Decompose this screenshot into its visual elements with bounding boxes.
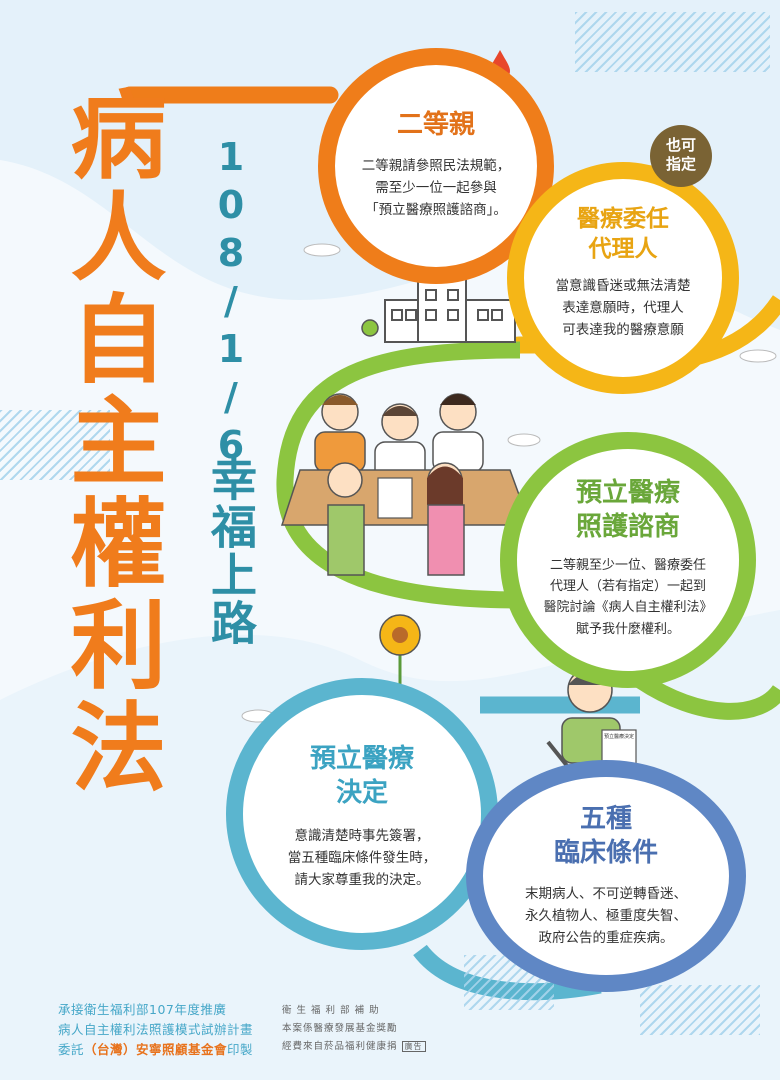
hatch-decor [575, 12, 770, 72]
five-clinical-conditions-circle: 五種 臨床條件 末期病人、不可逆轉昏迷、 永久植物人、極重度失智、 政府公告的重… [466, 760, 746, 992]
main-title: 病人自主權利法 [54, 85, 166, 799]
circle-title: 五種 臨床條件 [553, 804, 658, 868]
footer-credits-right: 衛 生 福 利 部 補 助 本案係醫療發展基金獎勵 經費來自菸品福利健康捐 廣告 [282, 1002, 426, 1056]
advance-decision-circle: 預立醫療 決定 意識清楚時事先簽署， 當五種臨床條件發生時， 請大家尊重我的決定… [226, 678, 498, 950]
document-label: 預立醫療決定 [604, 734, 635, 740]
footer-credits-left: 承接衛生福利部107年度推廣 病人自主權利法照護模式試辦計畫 委託（台灣）安寧照… [58, 1002, 254, 1057]
circle-body: 意識清楚時事先簽署， 當五種臨床條件發生時， 請大家尊重我的決定。 [287, 827, 437, 889]
circle-title: 二等親 [396, 110, 475, 140]
circle-body: 二等親請參照民法規範， 需至少一位一起參與 「預立醫療照護諮商」。 [361, 157, 511, 219]
date-text: 108/1/6 [209, 135, 253, 471]
circle-body: 當意識昏迷或無法清楚 表達意願時，代理人 可表達我的醫療意願 [555, 277, 691, 339]
ad-badge: 廣告 [401, 1041, 426, 1053]
hatch-decor [0, 410, 110, 480]
circle-title: 預立醫療 決定 [309, 744, 414, 808]
medical-proxy-circle: 醫療委任 代理人 當意識昏迷或無法清楚 表達意願時，代理人 可表達我的醫療意願 [507, 162, 739, 394]
hatch-decor [640, 985, 760, 1035]
slogan-text: 幸福上路 [204, 455, 258, 647]
advance-care-planning-circle: 預立醫療 照護諮商 二等親至少一位、醫療委任 代理人（若有指定）一起到 醫院討論… [500, 432, 756, 688]
circle-body: 末期病人、不可逆轉昏迷、 永久植物人、極重度失智、 政府公告的重症疾病。 [525, 885, 687, 947]
circle-body: 二等親至少一位、醫療委任 代理人（若有指定）一起到 醫院討論《病人自主權利法》 … [543, 557, 713, 637]
optional-badge: 也可指定 [650, 125, 712, 187]
meeting-illustration [280, 393, 532, 576]
circle-title: 預立醫療 照護諮商 [575, 478, 680, 542]
circle-title: 醫療委任 代理人 [577, 206, 669, 262]
